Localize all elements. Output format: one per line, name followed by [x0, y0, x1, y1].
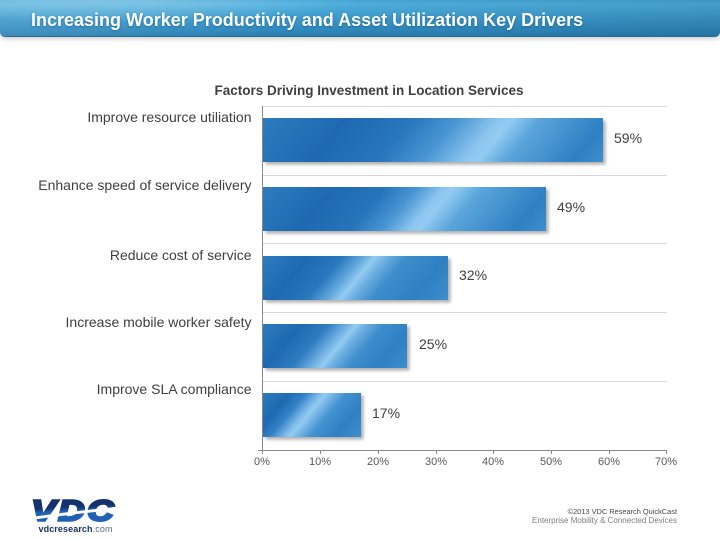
- svg-text:VDC: VDC: [31, 496, 116, 527]
